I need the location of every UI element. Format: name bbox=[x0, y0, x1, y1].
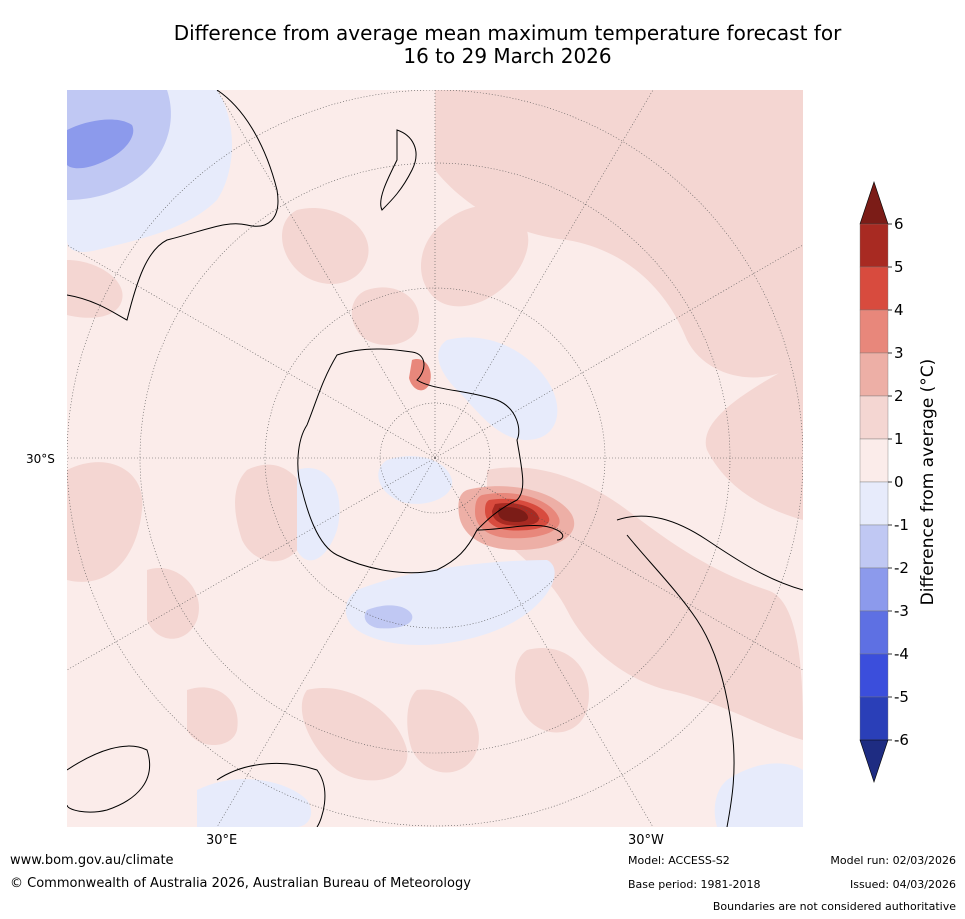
colorbar-tick-label: -5 bbox=[894, 688, 909, 706]
footer-base-period: Base period: 1981-2018 bbox=[628, 878, 761, 891]
title-line-1: Difference from average mean maximum tem… bbox=[173, 21, 842, 45]
cool-area-center bbox=[378, 456, 453, 504]
anomaly-1-2-areas bbox=[67, 90, 803, 781]
footer-model: Model: ACCESS-S2 bbox=[628, 854, 730, 867]
antarctica-coast bbox=[297, 348, 524, 574]
antarctic-peninsula-coast bbox=[476, 525, 564, 541]
colorbar-tick-label: 6 bbox=[894, 215, 904, 233]
footer-url[interactable]: www.bom.gov.au/climate bbox=[10, 853, 174, 868]
title-line-2: 16 to 29 March 2026 bbox=[403, 44, 612, 68]
colorbar-tick-label: 5 bbox=[894, 258, 904, 276]
colorbar-tick-label: -1 bbox=[894, 516, 909, 534]
colorbar-box bbox=[859, 610, 889, 655]
new-zealand-coast bbox=[380, 129, 417, 211]
colorbar-tick-label: -2 bbox=[894, 559, 909, 577]
cool-area-indian bbox=[297, 468, 340, 561]
longitude-label-30w: 30°W bbox=[628, 833, 664, 848]
colorbar-tick-label: -3 bbox=[894, 602, 909, 620]
latitude-label-30s: 30°S bbox=[26, 452, 55, 466]
cool-area-southern-2 bbox=[364, 605, 413, 629]
polar-temperature-map bbox=[67, 90, 803, 827]
colorbar-box bbox=[859, 266, 889, 311]
footer-copyright: © Commonwealth of Australia 2026, Austra… bbox=[10, 876, 471, 891]
colorbar-tick-label: 0 bbox=[894, 473, 904, 491]
coastlines bbox=[67, 90, 803, 827]
colorbar-tick-label: -4 bbox=[894, 645, 909, 663]
colorbar-extend-bottom bbox=[859, 739, 889, 783]
colorbar-box bbox=[859, 223, 889, 268]
australia-coast bbox=[67, 90, 279, 321]
colorbar-tick-label: 3 bbox=[894, 344, 904, 362]
map-title: Difference from average mean maximum tem… bbox=[0, 22, 965, 68]
colorbar-extend-top bbox=[859, 181, 889, 225]
colorbar-box bbox=[859, 438, 889, 483]
colorbar: 6 5 4 3 2 1 0 -1 -2 -3 -4 -5 -6 bbox=[859, 181, 909, 783]
colorbar-box bbox=[859, 352, 889, 397]
footer-issued: Issued: 04/03/2026 bbox=[849, 878, 956, 891]
colorbar-box bbox=[859, 481, 889, 526]
colorbar-tick-label: -6 bbox=[894, 731, 909, 749]
cool-area-australia-south bbox=[197, 779, 312, 827]
cool-area-tasman-3 bbox=[67, 119, 134, 169]
south-america-coast bbox=[616, 515, 803, 827]
colorbar-box bbox=[859, 309, 889, 354]
colorbar-box bbox=[859, 653, 889, 698]
colorbar-tick-label: 2 bbox=[894, 387, 904, 405]
colorbar-box bbox=[859, 696, 889, 741]
footer-disclaimer: Boundaries are not considered authoritat… bbox=[712, 900, 956, 913]
warm-area-peninsula bbox=[409, 359, 431, 391]
cool-area-south-america bbox=[714, 763, 803, 827]
cool-area-weddell bbox=[438, 337, 558, 440]
colorbar-tick-label: 1 bbox=[894, 430, 904, 448]
colorbar-box bbox=[859, 524, 889, 569]
colorbar-box bbox=[859, 395, 889, 440]
africa-coast bbox=[67, 745, 326, 827]
longitude-label-30e: 30°E bbox=[206, 833, 238, 848]
colorbar-box bbox=[859, 567, 889, 612]
colorbar-title: Difference from average (°C) bbox=[918, 358, 938, 606]
colorbar-tick-label: 4 bbox=[894, 301, 904, 319]
warm-area-above-6 bbox=[498, 507, 529, 522]
footer-model-run: Model run: 02/03/2026 bbox=[830, 854, 956, 867]
